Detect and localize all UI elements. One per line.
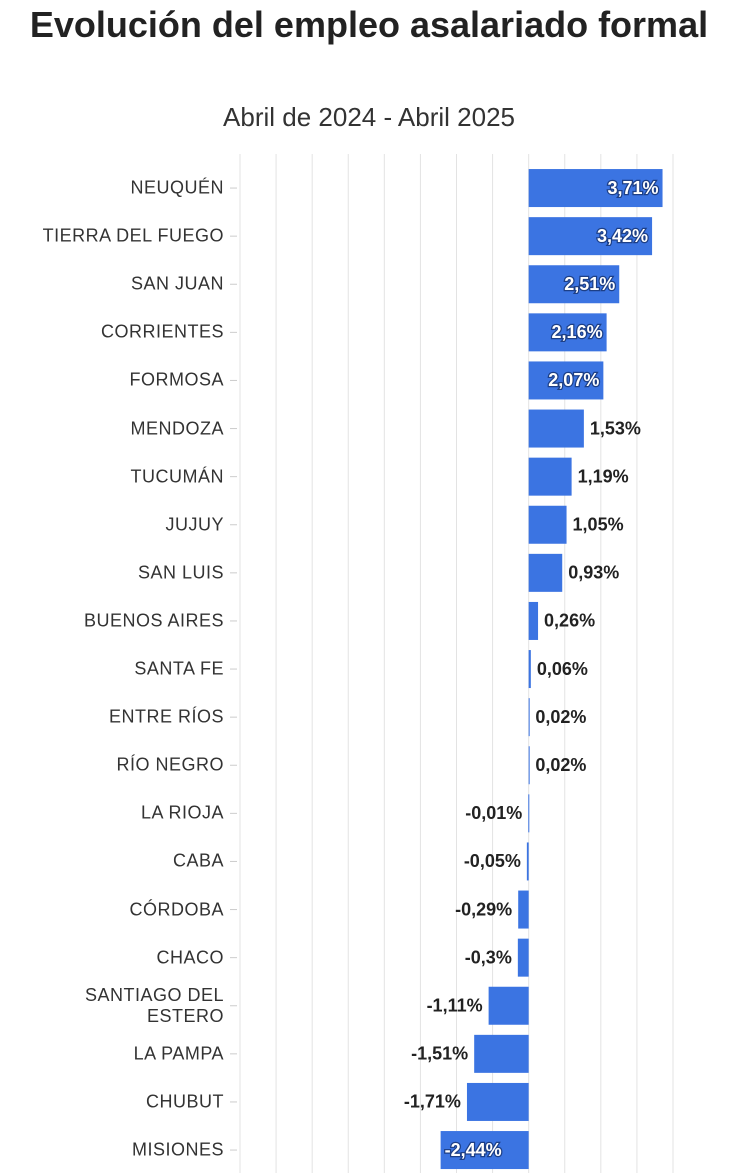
y-tick-label: CABA: [172, 850, 224, 871]
y-tick-label: SAN JUAN: [130, 273, 224, 294]
bar: [528, 698, 530, 737]
value-label: 0,02%: [535, 707, 586, 727]
bar: [528, 409, 584, 448]
y-tick-label: TUCUMÁN: [130, 466, 224, 487]
y-tick-label: MENDOZA: [130, 418, 224, 439]
y-tick-label: CHACO: [156, 947, 224, 968]
bar: [474, 1034, 529, 1073]
y-tick-label: LA PAMPA: [133, 1043, 224, 1064]
y-tick-label: CORRIENTES: [100, 321, 224, 342]
value-label: 0,06%: [537, 659, 588, 679]
bar: [528, 457, 572, 496]
value-label: -0,3%: [465, 947, 512, 967]
bar: [440, 1131, 529, 1170]
y-tick-label: ENTRE RÍOS: [108, 706, 224, 727]
y-tick-label: SAN LUIS: [137, 562, 224, 583]
bar: [466, 1082, 529, 1121]
y-tick-label: JUJUY: [165, 514, 224, 535]
y-tick-label: MISIONES: [131, 1139, 224, 1160]
bar: [518, 890, 529, 929]
bar: [528, 746, 530, 785]
value-label: 3,42%: [597, 226, 648, 246]
y-tick-label: SANTA FE: [134, 658, 224, 679]
value-label: 2,07%: [548, 370, 599, 390]
chart-subtitle: Abril de 2024 - Abril 2025: [223, 102, 515, 132]
value-label: -1,11%: [427, 996, 483, 1016]
value-label: 1,53%: [590, 418, 641, 438]
bar: [528, 553, 563, 592]
y-tick-label: NEUQUÉN: [130, 177, 224, 198]
value-label: 3,71%: [607, 178, 658, 198]
bar: [528, 794, 530, 833]
bar: [528, 650, 531, 689]
value-label: 2,16%: [552, 322, 603, 342]
value-label: -0,05%: [464, 851, 521, 871]
bar: [528, 313, 607, 352]
bar: [528, 505, 567, 544]
value-label: 2,51%: [564, 274, 615, 294]
bar: [528, 265, 620, 304]
bar: [528, 361, 604, 400]
y-tick-label: BUENOS AIRES: [83, 610, 224, 631]
y-tick-label: LA RIOJA: [140, 802, 224, 823]
y-tick-label: TIERRA DEL FUEGO: [42, 225, 224, 246]
value-label: -0,01%: [465, 803, 522, 823]
y-tick-label: RÍO NEGRO: [116, 754, 224, 775]
y-tick-label: SANTIAGO DEL ESTERO: [84, 984, 224, 1026]
bar: [517, 938, 529, 977]
bar: [528, 169, 663, 208]
y-tick-label: FORMOSA: [129, 369, 224, 390]
y-tick-label: CÓRDOBA: [129, 899, 224, 920]
value-label: 0,93%: [568, 563, 619, 583]
value-label: 1,05%: [573, 515, 624, 535]
bar: [526, 842, 529, 881]
value-label: -1,71%: [404, 1092, 461, 1112]
value-label: 1,19%: [578, 466, 629, 486]
value-label: 0,26%: [544, 611, 595, 631]
bar: [528, 601, 539, 640]
value-label: -0,29%: [455, 899, 512, 919]
bar: [488, 986, 529, 1025]
value-label: -1,51%: [411, 1044, 468, 1064]
value-label: 0,02%: [535, 755, 586, 775]
bar: [528, 217, 653, 256]
chart-title: Evolución del empleo asalariado formal: [29, 4, 709, 45]
y-tick-label: CHUBUT: [146, 1091, 224, 1112]
value-label: -2,44%: [445, 1140, 502, 1160]
